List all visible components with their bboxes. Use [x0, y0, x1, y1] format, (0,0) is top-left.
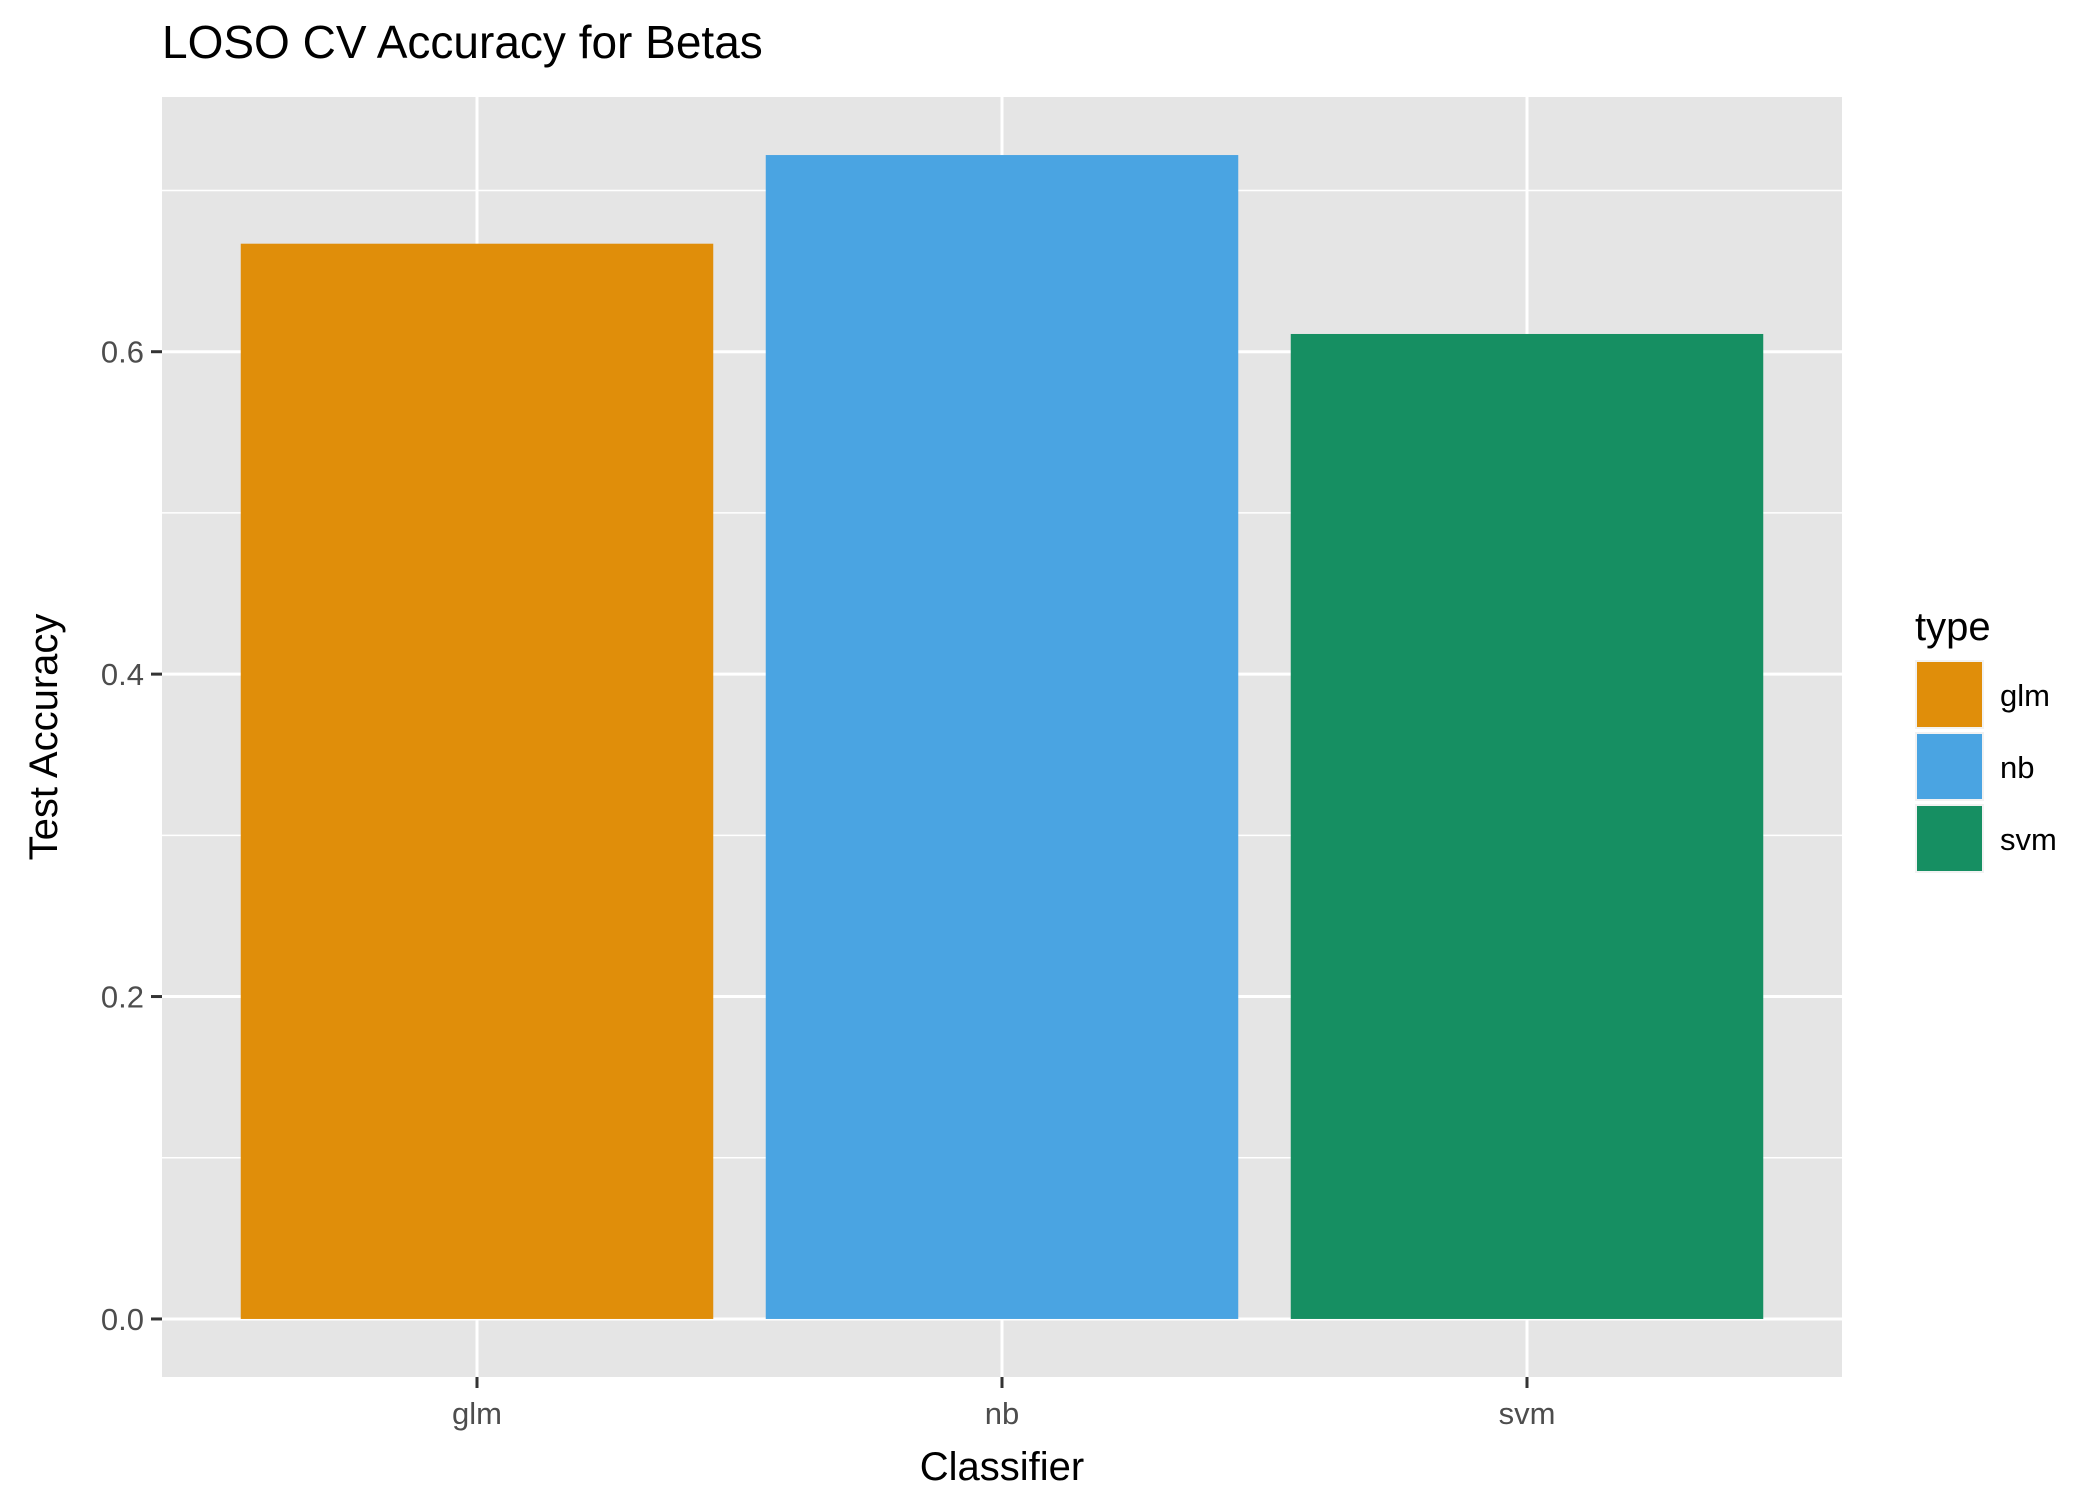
legend: type glm nb svm — [1915, 605, 2057, 873]
legend-label-nb: nb — [2000, 750, 2034, 785]
y-axis: 0.0 0.2 0.4 0.6 — [101, 335, 162, 1337]
y-tick-label: 0.6 — [101, 335, 144, 370]
chart-title: LOSO CV Accuracy for Betas — [162, 16, 763, 68]
legend-swatch-nb — [1917, 734, 1982, 799]
bar-glm — [240, 243, 714, 1319]
x-axis-title: Classifier — [920, 1445, 1084, 1489]
bar-nb — [765, 155, 1239, 1319]
legend-title: type — [1915, 605, 1991, 649]
y-axis-title: Test Accuracy — [22, 614, 66, 861]
legend-entries: glm nb svm — [1915, 660, 2057, 873]
legend-swatch-glm — [1917, 662, 1982, 727]
y-tick-label: 0.2 — [101, 980, 144, 1015]
x-tick-label: svm — [1499, 1396, 1556, 1431]
x-tick-label: nb — [985, 1396, 1019, 1431]
y-tick-label: 0.0 — [101, 1302, 144, 1337]
bars-group — [240, 155, 1764, 1319]
y-tick-label: 0.4 — [101, 657, 144, 692]
legend-label-svm: svm — [2000, 822, 2057, 857]
bar-svm — [1290, 333, 1764, 1319]
legend-swatch-svm — [1917, 806, 1982, 871]
x-axis: glm nb svm — [452, 1377, 1555, 1431]
x-tick-label: glm — [452, 1396, 502, 1431]
legend-label-glm: glm — [2000, 678, 2050, 713]
